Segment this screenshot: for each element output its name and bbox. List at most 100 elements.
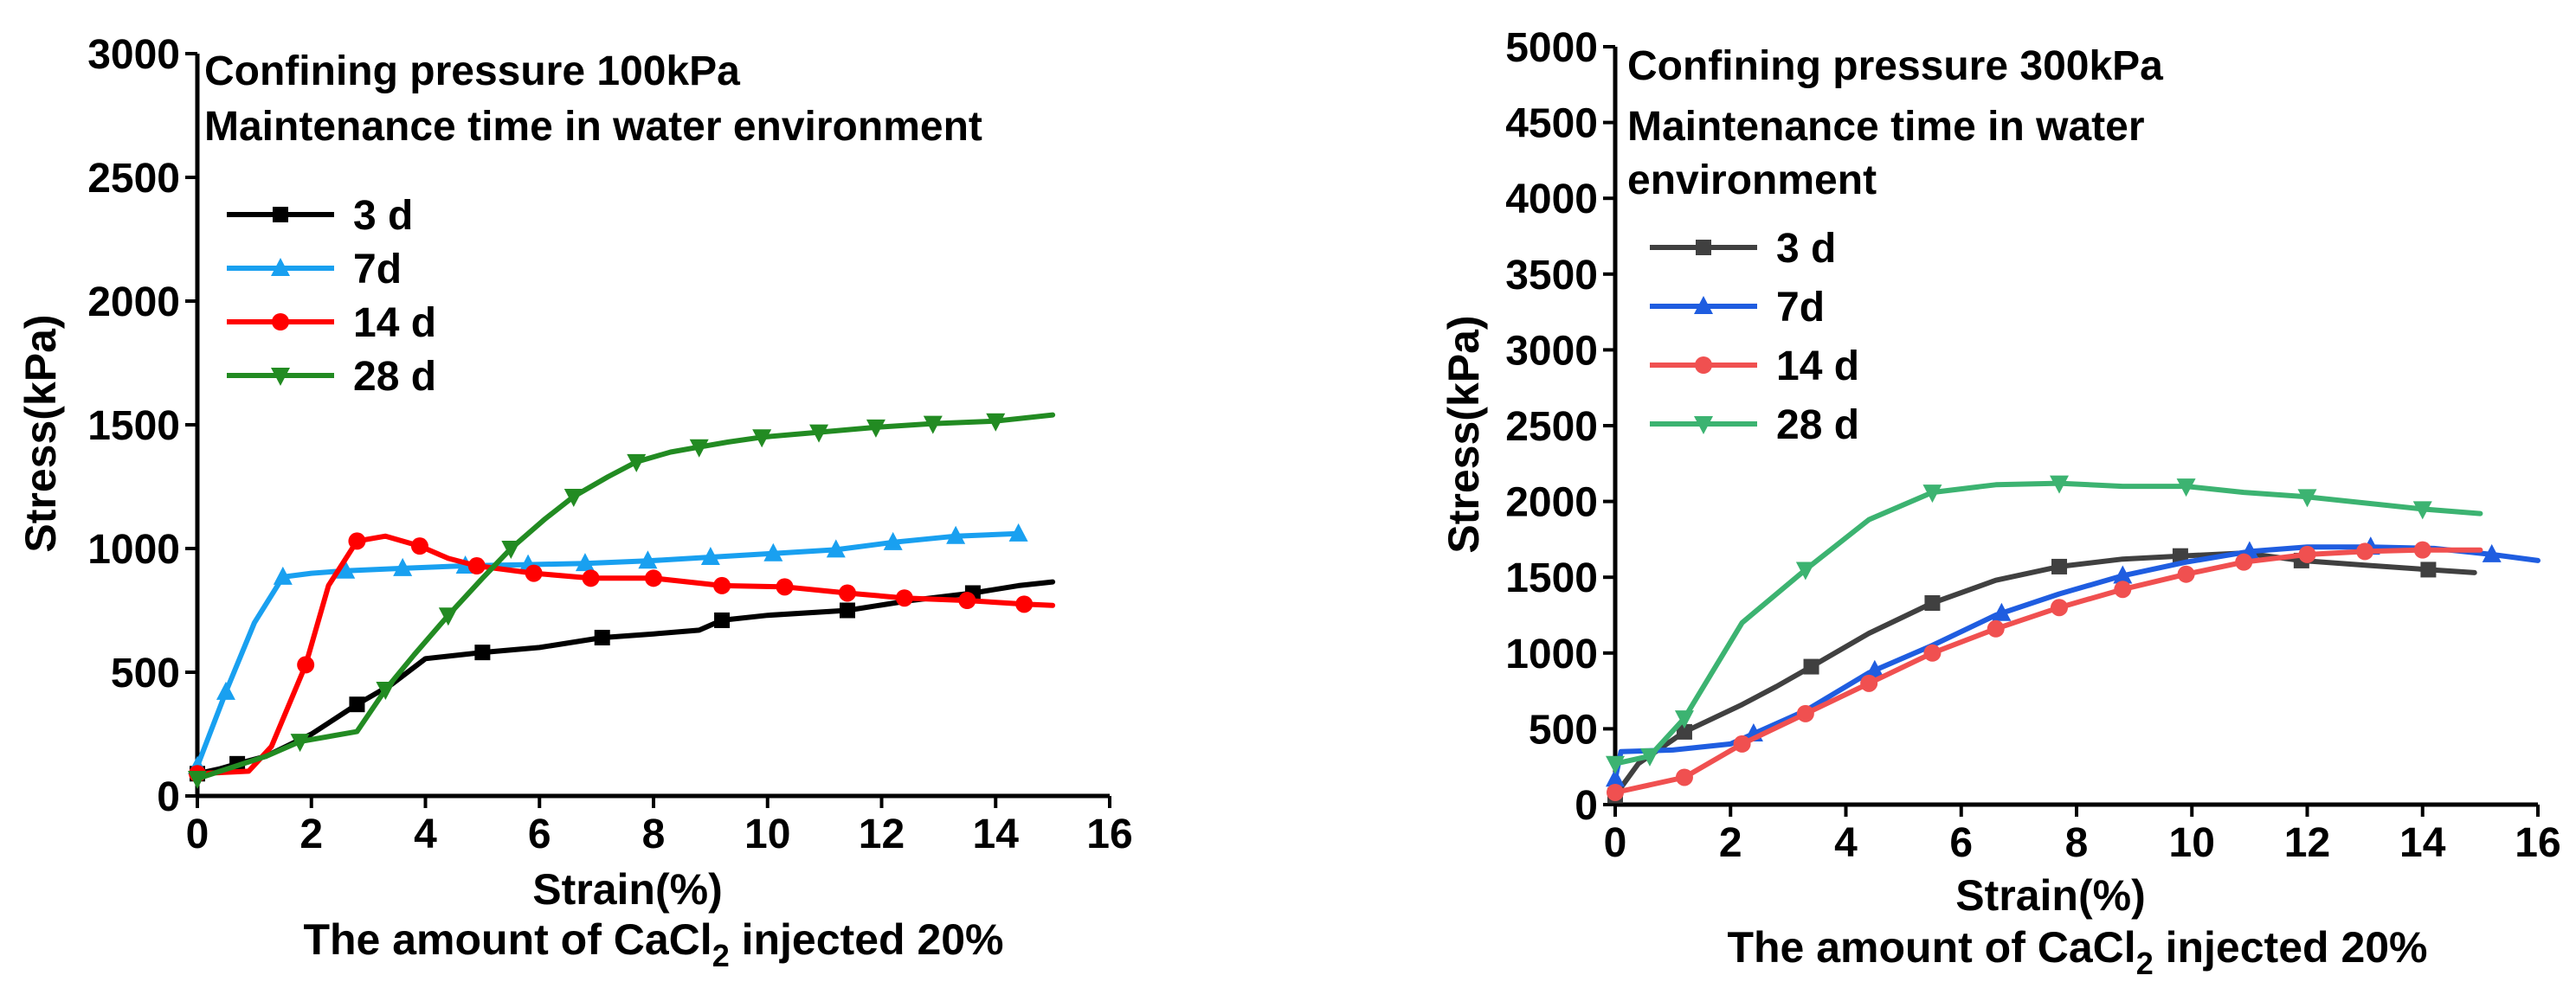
data-point: [393, 557, 413, 576]
data-point: [216, 681, 235, 700]
chart-panel-2: 0 500 1000 1500 2000 2500 3000 3500 4000 4500 5000…: [1439, 25, 2561, 981]
y-tick-label: 3500: [1505, 253, 1598, 298]
y-axis-title: Stress(kPa): [16, 314, 65, 552]
data-point: [575, 553, 595, 572]
data-point: [1795, 561, 1815, 581]
data-point: [2412, 501, 2432, 520]
x-tick-label: 10: [744, 812, 790, 857]
x-tick-label: 16: [1086, 812, 1132, 857]
data-point: [866, 419, 886, 438]
y-tick-label: 500: [1529, 707, 1598, 753]
data-point: [1733, 735, 1751, 753]
data-point: [1924, 594, 1941, 611]
y-tick-label: 500: [111, 651, 180, 696]
series-line: [1613, 550, 2477, 799]
data-point: [438, 607, 458, 626]
data-point: [2235, 553, 2253, 571]
x-tick-label: 6: [528, 812, 551, 857]
y-tick-label: 2500: [87, 156, 180, 202]
legend-marker: [273, 207, 288, 222]
data-point: [2113, 565, 2133, 584]
y-tick-label: 2000: [1505, 480, 1598, 526]
data-point: [700, 547, 720, 566]
data-point: [1922, 484, 1942, 504]
data-point: [1008, 523, 1028, 542]
x-axis-title: Strain(%): [532, 865, 722, 914]
data-point: [290, 734, 310, 753]
x-axis-title: Strain(%): [1955, 871, 2145, 920]
data-point: [1860, 674, 1878, 692]
legend-label: 28 d: [1776, 402, 1859, 448]
data-point: [525, 564, 543, 582]
data-point: [2482, 543, 2502, 562]
series-line: [1613, 544, 2541, 782]
legend-marker: [1696, 240, 1711, 255]
data-point: [763, 542, 783, 561]
series-14d: [1607, 541, 2483, 801]
data-point: [1674, 710, 1694, 729]
data-point: [1987, 619, 2005, 638]
caption-subscript: 2: [2136, 946, 2154, 981]
caption-text: The amount of CaCl: [303, 915, 712, 964]
x-tick-label: 10: [2169, 820, 2215, 866]
data-point: [2176, 478, 2196, 497]
data-point: [564, 488, 583, 507]
data-point: [1676, 723, 1692, 740]
data-point: [376, 682, 396, 701]
data-point: [1607, 783, 1624, 801]
data-point: [1675, 768, 1693, 786]
x-tick-label: 2: [299, 812, 323, 857]
data-point: [594, 629, 610, 645]
data-point: [1923, 644, 1942, 662]
y-tick-label: 3000: [87, 32, 180, 78]
x-tick-label: 4: [1834, 820, 1858, 866]
data-point: [2298, 545, 2316, 563]
data-point: [752, 429, 772, 448]
chart-title: Confining pressure 300kPa: [1627, 43, 2163, 89]
chart-caption: The amount of CaCl2 injected 20%: [1727, 923, 2427, 981]
caption-text: injected 20%: [730, 915, 1004, 964]
data-point: [188, 770, 207, 789]
data-point: [1803, 658, 1819, 675]
series-28d: [1606, 475, 2483, 774]
y-tick-label: 4000: [1505, 176, 1598, 222]
data-point: [1639, 748, 1659, 767]
chart-subtitle: Maintenance time in water environment: [204, 104, 982, 150]
data-point: [776, 578, 794, 596]
x-tick-label: 8: [2065, 820, 2089, 866]
x-tick-label: 16: [2515, 820, 2560, 866]
data-point: [2114, 581, 2132, 599]
y-tick-label: 1000: [1505, 632, 1598, 677]
chart-subtitle: Maintenance time in water: [1627, 104, 2145, 150]
series-3d: [1607, 548, 2477, 804]
legend-marker: [1694, 416, 1713, 434]
x-tick-label: 6: [1949, 820, 1973, 866]
x-tick-label: 14: [973, 812, 1020, 857]
caption-text: injected 20%: [2154, 923, 2428, 972]
chart-title: Confining pressure 100kPa: [204, 48, 740, 94]
data-point: [2297, 489, 2317, 508]
data-point: [895, 589, 913, 607]
y-tick-label: 2000: [87, 279, 180, 325]
data-point: [645, 569, 662, 587]
y-tick-label: 0: [157, 774, 180, 820]
data-point: [1606, 768, 1625, 787]
y-tick-label: 5000: [1505, 25, 1598, 71]
data-point: [986, 413, 1006, 432]
caption-text: The amount of CaCl: [1727, 923, 2135, 972]
data-point: [946, 525, 966, 544]
y-tick-label: 1500: [1505, 555, 1598, 601]
legend-label: 3 d: [1776, 226, 1836, 272]
data-point: [336, 560, 356, 579]
legend-marker: [1695, 356, 1712, 374]
y-tick-label: 1500: [87, 403, 180, 449]
data-point: [582, 569, 600, 587]
series-line: [195, 530, 1021, 769]
data-point: [1796, 704, 1814, 722]
data-point: [689, 439, 709, 458]
legend-label: 14 d: [353, 300, 436, 346]
caption-subscript: 2: [712, 938, 730, 973]
x-tick-label: 0: [186, 812, 209, 857]
data-point: [1864, 659, 1884, 678]
